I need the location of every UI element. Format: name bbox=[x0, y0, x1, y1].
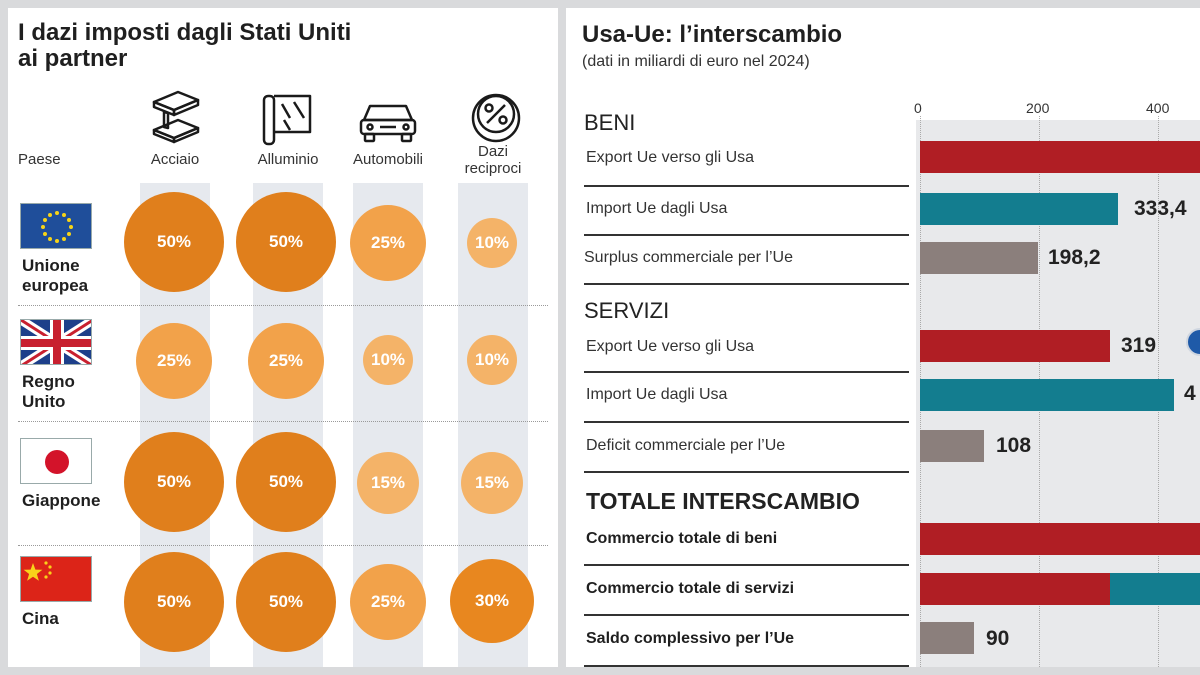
header-acciaio: Acciaio bbox=[150, 151, 200, 168]
bar-7 bbox=[920, 523, 1200, 555]
tariff-circle-cn-alluminio: 50% bbox=[236, 552, 336, 652]
x-tick-label: 200 bbox=[1026, 100, 1050, 116]
percent-coin-icon bbox=[471, 93, 521, 143]
tariff-circle-ue-auto: 25% bbox=[350, 205, 426, 281]
bar-4 bbox=[920, 330, 1110, 362]
row-label: Saldo complessivo per l’Ue bbox=[586, 630, 795, 647]
eu-flag-icon bbox=[20, 203, 92, 249]
tariff-circle-uk-dazi: 10% bbox=[467, 335, 517, 385]
tariff-circle-uk-acciaio: 25% bbox=[136, 323, 212, 399]
tariff-circle-cn-dazi: 30% bbox=[450, 559, 534, 643]
tariffs-panel: I dazi imposti dagli Stati Uniti ai part… bbox=[8, 8, 558, 667]
country-japan: Giappone bbox=[22, 491, 101, 510]
x-tick-label: 400 bbox=[1146, 100, 1170, 116]
country-ue-line2: europea bbox=[22, 276, 89, 295]
row-separator bbox=[584, 614, 909, 616]
tariff-circle-ue-dazi: 10% bbox=[467, 218, 517, 268]
row-label: Export Ue verso gli Usa bbox=[586, 338, 755, 355]
bar-8 bbox=[1109, 573, 1200, 605]
row-separator bbox=[584, 234, 909, 236]
tariff-circle-ue-alluminio: 50% bbox=[236, 192, 336, 292]
tariffs-title: I dazi imposti dagli Stati Uniti ai part… bbox=[18, 20, 351, 72]
tariffs-title-line1: I dazi imposti dagli Stati Uniti bbox=[18, 19, 352, 46]
header-dazi-line1: Dazi bbox=[477, 143, 508, 160]
row-label: Commercio totale di beni bbox=[586, 530, 778, 547]
row-divider bbox=[18, 545, 548, 546]
row-label: Deficit commerciale per l’Ue bbox=[586, 437, 786, 454]
country-uk-line2: Unito bbox=[22, 392, 66, 411]
tariff-circle-cn-auto: 25% bbox=[350, 564, 426, 640]
value-label: 90 bbox=[986, 627, 1010, 650]
trade-subtitle: (dati in miliardi di euro nel 2024) bbox=[582, 53, 810, 70]
uk-flag-icon bbox=[20, 319, 92, 365]
section-totale: TOTALE INTERSCAMBIO bbox=[586, 488, 860, 514]
bar-5 bbox=[920, 379, 1175, 411]
row-separator bbox=[584, 371, 909, 373]
row-separator bbox=[584, 421, 909, 423]
header-automobili: Automobili bbox=[352, 151, 424, 168]
row-label: Export Ue verso gli Usa bbox=[586, 149, 755, 166]
header-paese: Paese bbox=[18, 151, 61, 168]
row-separator bbox=[584, 665, 909, 667]
country-ue-line1: Unione bbox=[22, 256, 80, 275]
row-separator bbox=[584, 283, 909, 285]
tariff-circle-jp-acciaio: 50% bbox=[124, 432, 224, 532]
row-label: Commercio totale di servizi bbox=[586, 580, 795, 597]
china-flag-icon bbox=[20, 556, 92, 602]
row-separator bbox=[584, 185, 909, 187]
country-ue: Unione europea bbox=[22, 256, 88, 296]
section-beni: BENI bbox=[584, 110, 636, 135]
header-dazi-line2: reciproci bbox=[464, 160, 522, 177]
trade-panel: Usa-Ue: l’interscambio (dati in miliardi… bbox=[566, 8, 1200, 667]
row-label: Import Ue dagli Usa bbox=[586, 200, 728, 217]
header-dazi: Dazi reciproci bbox=[443, 143, 543, 177]
bar-8 bbox=[920, 573, 1110, 605]
bar-2 bbox=[920, 193, 1119, 225]
row-label: Import Ue dagli Usa bbox=[586, 386, 728, 403]
japan-flag-icon bbox=[20, 438, 92, 484]
row-divider bbox=[18, 305, 548, 306]
bar-1 bbox=[920, 141, 1200, 173]
value-label: 319 bbox=[1121, 334, 1157, 357]
aluminium-icon bbox=[262, 94, 312, 146]
value-label: 333,4 bbox=[1134, 197, 1187, 220]
trade-title: Usa-Ue: l’interscambio bbox=[582, 21, 843, 48]
steel-beam-icon bbox=[152, 90, 200, 144]
row-label: Surplus commerciale per l’Ue bbox=[584, 249, 793, 266]
tariffs-title-line2: ai partner bbox=[18, 45, 128, 72]
bar-3 bbox=[920, 242, 1038, 274]
country-china: Cina bbox=[22, 609, 59, 628]
tariff-circle-uk-auto: 10% bbox=[363, 335, 413, 385]
tariff-circle-jp-dazi: 15% bbox=[461, 452, 523, 514]
tariff-circle-cn-acciaio: 50% bbox=[124, 552, 224, 652]
value-label: 198,2 bbox=[1048, 246, 1101, 269]
value-label: 4 bbox=[1184, 382, 1196, 405]
bar-9 bbox=[920, 622, 974, 654]
row-separator bbox=[584, 564, 909, 566]
header-alluminio: Alluminio bbox=[257, 151, 319, 168]
country-uk-line1: Regno bbox=[22, 372, 75, 391]
car-icon bbox=[359, 104, 417, 143]
country-uk: Regno Unito bbox=[22, 372, 75, 412]
section-servizi: SERVIZI bbox=[584, 298, 670, 323]
tariff-circle-uk-alluminio: 25% bbox=[248, 323, 324, 399]
row-separator bbox=[584, 471, 909, 473]
tariff-circle-jp-alluminio: 50% bbox=[236, 432, 336, 532]
tariff-circle-ue-acciaio: 50% bbox=[124, 192, 224, 292]
row-divider bbox=[18, 421, 548, 422]
tariff-circle-jp-auto: 15% bbox=[357, 452, 419, 514]
bar-6 bbox=[920, 430, 985, 462]
x-tick-label: 0 bbox=[914, 100, 922, 116]
value-label: 108 bbox=[996, 434, 1032, 457]
